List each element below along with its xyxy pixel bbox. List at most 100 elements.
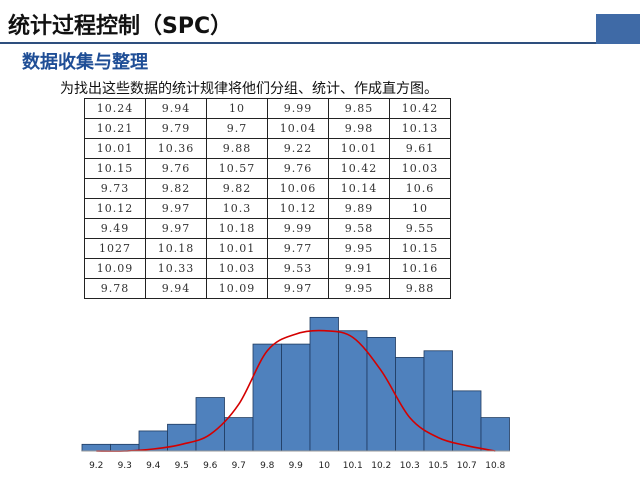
x-tick-label: 9.2 xyxy=(89,461,103,471)
table-cell: 10.09 xyxy=(206,278,268,299)
table-cell: 9.22 xyxy=(267,138,329,159)
x-tick-label: 9.5 xyxy=(175,461,189,471)
measurement-table: 10.24 9.94 10 9.99 9.85 10.42 10.21 9.79 9.7 10.0… xyxy=(84,98,451,299)
title-underline xyxy=(0,42,596,44)
x-tick-label: 10.1 xyxy=(343,461,363,471)
table-cell: 10.57 xyxy=(206,158,268,179)
table-cell: 9.97 xyxy=(267,278,329,299)
description-text: 为找出这些数据的统计规律将他们分组、统计、作成直方图。 xyxy=(60,81,438,97)
table-cell: 10.01 xyxy=(206,238,268,259)
table-cell: 9.79 xyxy=(145,118,207,139)
table-cell: 10.24 xyxy=(84,98,146,119)
table-row: 10.01 10.36 9.88 9.22 10.01 9.61 xyxy=(84,138,451,159)
table-cell: 10.13 xyxy=(389,118,451,139)
table-row: 9.78 9.94 10.09 9.97 9.95 9.88 xyxy=(84,278,451,299)
table-cell: 10.01 xyxy=(84,138,146,159)
table-cell: 10.33 xyxy=(145,258,207,279)
table-cell: 10.09 xyxy=(84,258,146,279)
table-cell: 9.98 xyxy=(328,118,390,139)
table-cell: 9.99 xyxy=(267,218,329,239)
table-cell: 10.04 xyxy=(267,118,329,139)
table-cell: 9.99 xyxy=(267,98,329,119)
x-tick-label: 9.3 xyxy=(118,461,132,471)
table-cell: 10.18 xyxy=(206,218,268,239)
table-cell: 10.03 xyxy=(389,158,451,179)
table-cell: 9.76 xyxy=(145,158,207,179)
table-cell: 9.61 xyxy=(389,138,451,159)
histogram-bar xyxy=(281,343,311,452)
histogram-chart: 9.2 9.3 9.4 9.5 9.6 9.7 9.8 9.9 10 10.1 10.2 10.3 10… xyxy=(81,316,510,471)
table-cell: 9.55 xyxy=(389,218,451,239)
table-cell: 9.89 xyxy=(328,198,390,219)
table-cell: 10.16 xyxy=(389,258,451,279)
histogram-bar xyxy=(452,390,482,452)
table-cell: 1027 xyxy=(84,238,146,259)
table-row: 9.49 9.97 10.18 9.99 9.58 9.55 xyxy=(84,218,451,239)
x-tick-labels: 9.2 9.3 9.4 9.5 9.6 9.7 9.8 9.9 10 10.1 10.2 10.3 10… xyxy=(89,461,505,471)
table-cell: 10.12 xyxy=(84,198,146,219)
table-cell: 9.94 xyxy=(145,98,207,119)
table-cell: 10 xyxy=(206,98,268,119)
histogram-bar xyxy=(309,316,339,452)
table-cell: 9.53 xyxy=(267,258,329,279)
table-cell: 9.76 xyxy=(267,158,329,179)
x-tick-label: 9.8 xyxy=(260,461,275,471)
x-tick-label: 10.7 xyxy=(457,461,477,471)
table-cell: 10.42 xyxy=(389,98,451,119)
table-cell: 10.15 xyxy=(84,158,146,179)
table-cell: 10.6 xyxy=(389,178,451,199)
table-cell: 10.06 xyxy=(267,178,329,199)
histogram-bar xyxy=(252,343,282,452)
table-cell: 9.78 xyxy=(84,278,146,299)
table-cell: 10.03 xyxy=(206,258,268,279)
table-cell: 10.3 xyxy=(206,198,268,219)
bars-group xyxy=(81,316,510,452)
table-cell: 9.95 xyxy=(328,238,390,259)
x-tick-label: 10.3 xyxy=(400,461,420,471)
table-cell: 9.82 xyxy=(206,178,268,199)
x-tick-label: 10.8 xyxy=(485,461,505,471)
table-row: 1027 10.18 10.01 9.77 9.95 10.15 xyxy=(84,238,451,259)
table-cell: 9.95 xyxy=(328,278,390,299)
table-cell: 10.42 xyxy=(328,158,390,179)
table-row: 9.73 9.82 9.82 10.06 10.14 10.6 xyxy=(84,178,451,199)
histogram-bar xyxy=(480,417,510,452)
page-title: 统计过程控制（SPC） xyxy=(8,14,233,39)
table-cell: 9.91 xyxy=(328,258,390,279)
table-cell: 9.7 xyxy=(206,118,268,139)
x-tick-label: 10.5 xyxy=(428,461,448,471)
distribution-curve xyxy=(96,329,496,452)
histogram-bar xyxy=(423,350,453,452)
table-cell: 9.88 xyxy=(389,278,451,299)
table-cell: 9.97 xyxy=(145,218,207,239)
table-cell: 9.97 xyxy=(145,198,207,219)
table-cell: 9.73 xyxy=(84,178,146,199)
x-tick-label: 9.6 xyxy=(203,461,218,471)
table-row: 10.09 10.33 10.03 9.53 9.91 10.16 xyxy=(84,258,451,279)
table-cell: 10.21 xyxy=(84,118,146,139)
table-cell: 10.12 xyxy=(267,198,329,219)
histogram-bar xyxy=(395,357,425,452)
table-row: 10.21 9.79 9.7 10.04 9.98 10.13 xyxy=(84,118,451,139)
table-cell: 10.15 xyxy=(389,238,451,259)
table-cell: 9.77 xyxy=(267,238,329,259)
table-cell: 10.18 xyxy=(145,238,207,259)
x-tick-label: 9.9 xyxy=(289,461,304,471)
table-row: 10.24 9.94 10 9.99 9.85 10.42 xyxy=(84,98,451,119)
table-row: 10.12 9.97 10.3 10.12 9.89 10 xyxy=(84,198,451,219)
table-cell: 9.85 xyxy=(328,98,390,119)
histogram-bar xyxy=(338,330,368,452)
x-tick-label: 10 xyxy=(319,461,331,471)
histogram-bar xyxy=(366,337,396,452)
table-cell: 10.14 xyxy=(328,178,390,199)
histogram-bar xyxy=(81,443,111,452)
table-cell: 9.88 xyxy=(206,138,268,159)
x-tick-label: 10.2 xyxy=(371,461,391,471)
section-subtitle: 数据收集与整理 xyxy=(22,52,148,73)
table-cell: 9.82 xyxy=(145,178,207,199)
table-cell: 9.58 xyxy=(328,218,390,239)
corner-decoration xyxy=(596,14,640,44)
table-row: 10.15 9.76 10.57 9.76 10.42 10.03 xyxy=(84,158,451,179)
table-cell: 9.49 xyxy=(84,218,146,239)
x-tick-label: 9.7 xyxy=(232,461,246,471)
